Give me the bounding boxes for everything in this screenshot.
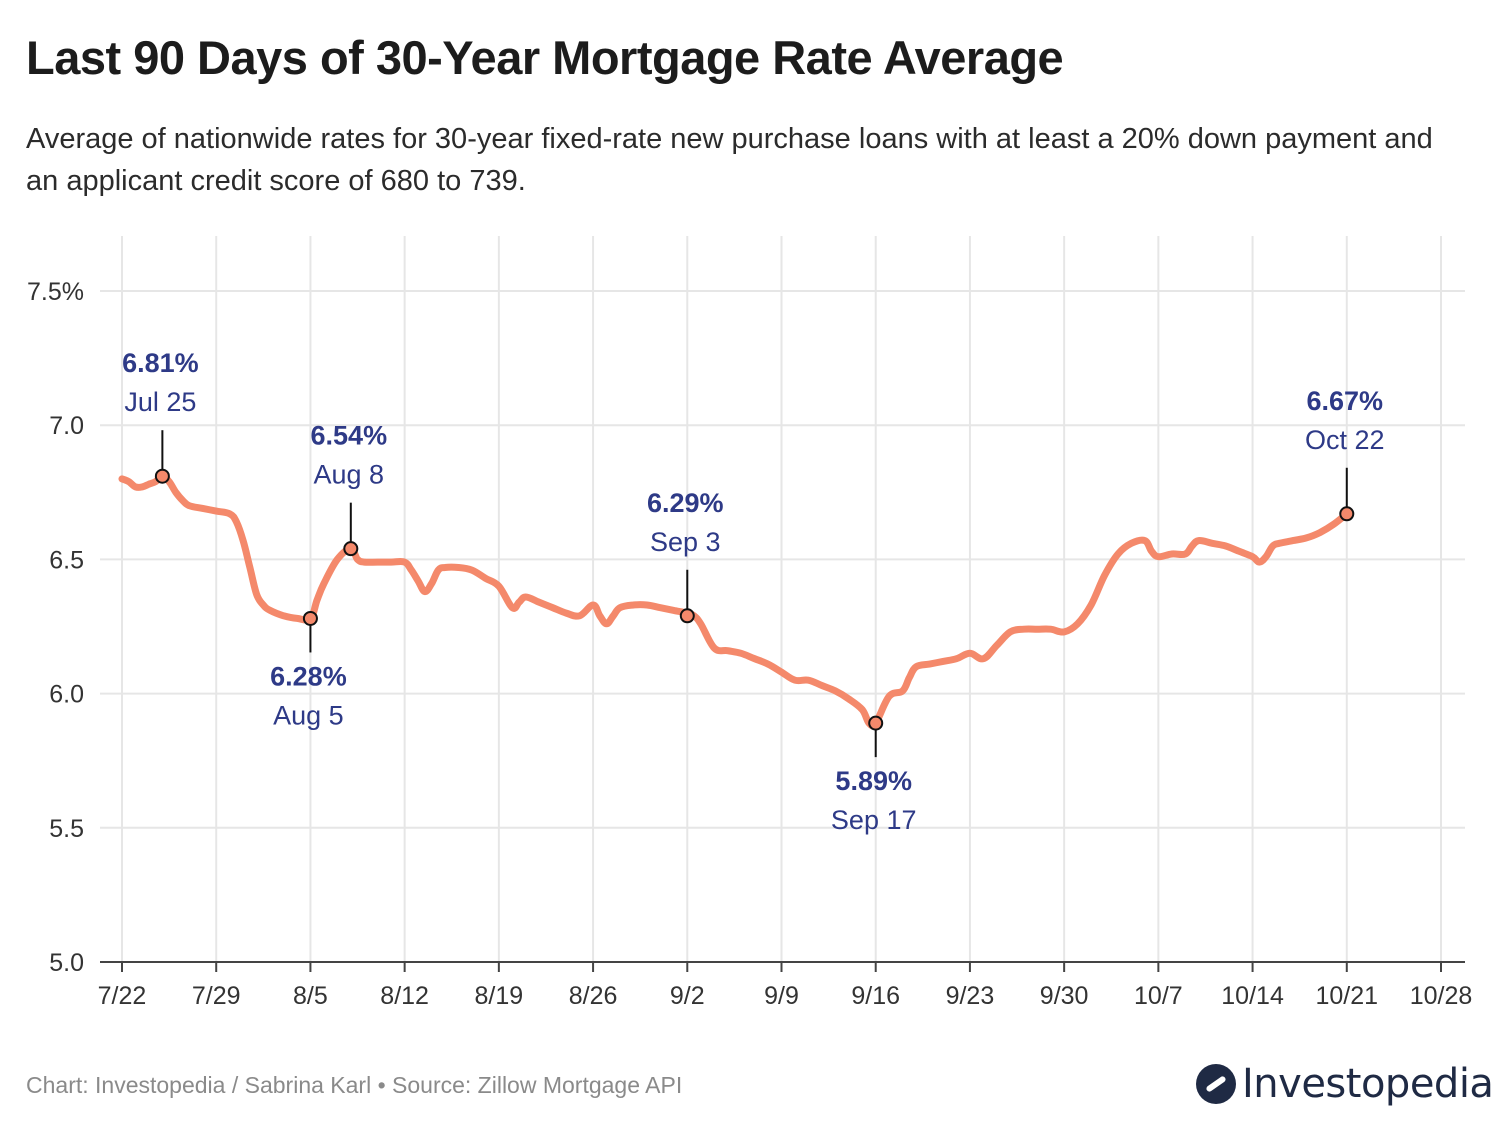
chart-title: Last 90 Days of 30-Year Mortgage Rate Av… [26, 31, 1064, 84]
x-tick-label: 7/29 [192, 982, 241, 1010]
x-tick-label: 10/28 [1410, 982, 1473, 1010]
investopedia-logo-text: Investopedia [1242, 1061, 1494, 1107]
x-tick-label: 8/26 [569, 982, 618, 1010]
annotation-date-label: Oct 22 [1305, 425, 1385, 455]
x-tick-label: 9/23 [946, 982, 995, 1010]
investopedia-logo[interactable]: Investopedia [1196, 1056, 1494, 1112]
rate-series-line [118, 472, 1351, 730]
chart-subtitle: Average of nationwide rates for 30-year … [26, 123, 1433, 197]
annotation-point[interactable] [302, 610, 318, 626]
x-tick-label: 9/9 [764, 982, 799, 1010]
x-tick-label: 9/30 [1040, 982, 1089, 1010]
annotation-point[interactable] [679, 608, 695, 624]
x-tick-label: 8/5 [293, 982, 328, 1010]
annotation-value-label: 6.54% [311, 421, 388, 451]
grid-layer [100, 236, 1465, 963]
y-tick-label: 6.0 [49, 681, 84, 709]
x-tick-label: 8/19 [475, 982, 524, 1010]
annotation-point[interactable] [343, 541, 359, 557]
annotation-point[interactable] [868, 715, 884, 731]
annotation-date-label: Aug 5 [273, 700, 344, 730]
axis-layer: 5.0 5.5 6.0 6.5 7.0 7.5% 7/22 7/29 8/5 8/12 8/19 8/… [27, 278, 1472, 1010]
x-tick-label: 8/12 [380, 982, 429, 1010]
y-tick-label: 7.5% [27, 278, 84, 306]
x-tick-label: 9/16 [851, 982, 900, 1010]
x-tick-label: 10/14 [1221, 982, 1284, 1010]
x-tick-label: 7/22 [98, 982, 147, 1010]
annotation-value-label: 6.29% [647, 488, 724, 518]
annotation-date-label: Sep 3 [650, 527, 721, 557]
annotation-value-label: 6.67% [1307, 386, 1384, 416]
annotation-date-label: Aug 8 [314, 460, 385, 490]
investopedia-logo-icon [1196, 1064, 1236, 1104]
annotation-value-label: 5.89% [835, 766, 912, 796]
y-tick-label: 5.0 [49, 949, 84, 977]
x-tick-label: 10/7 [1134, 982, 1183, 1010]
x-tick-label: 9/2 [670, 982, 705, 1010]
source-credit: Chart: Investopedia / Sabrina Karl • Sou… [26, 1072, 683, 1098]
y-tick-label: 5.5 [49, 815, 84, 843]
annotation-date-label: Jul 25 [124, 387, 196, 417]
annotation-date-label: Sep 17 [831, 805, 917, 835]
annotation-value-label: 6.28% [270, 661, 347, 691]
annotation-point[interactable] [1339, 506, 1355, 522]
y-tick-label: 6.5 [49, 546, 84, 574]
y-tick-label: 7.0 [49, 412, 84, 440]
x-tick-label: 10/21 [1316, 982, 1379, 1010]
annotation-point[interactable] [154, 468, 170, 484]
annotation-value-label: 6.81% [122, 348, 199, 378]
series-layer [118, 472, 1351, 730]
annotation-layer: 6.81% Jul 25 6.28% Aug 5 6.54% Aug 8 6.29% Sep … [122, 348, 1384, 835]
